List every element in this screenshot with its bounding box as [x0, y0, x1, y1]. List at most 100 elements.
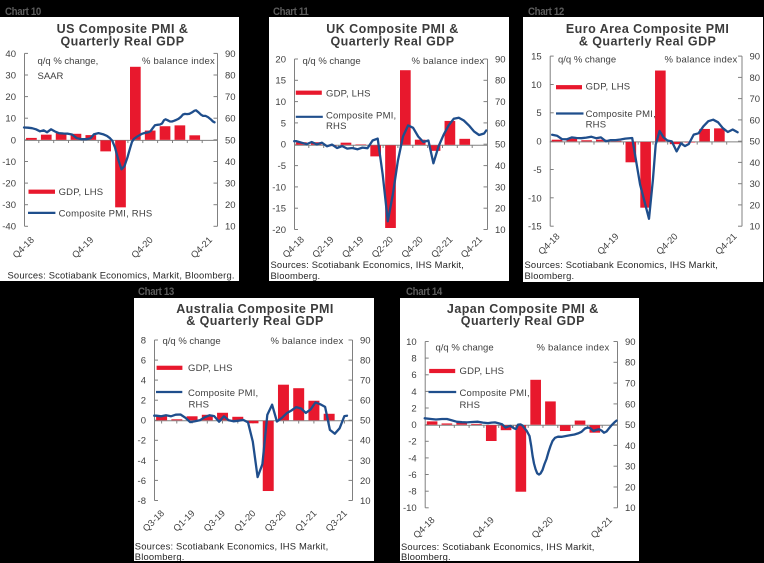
svg-text:0: 0 — [411, 420, 416, 431]
svg-text:80: 80 — [750, 73, 761, 84]
svg-text:Composite PMI,: Composite PMI, — [460, 388, 530, 399]
svg-text:Sources: Scotiabank Economics,: Sources: Scotiabank Economics, Markit, B… — [8, 270, 235, 281]
svg-text:2: 2 — [141, 395, 146, 406]
svg-text:50: 50 — [495, 140, 506, 151]
svg-text:% balance index: % balance index — [142, 56, 215, 67]
svg-text:10: 10 — [5, 114, 16, 125]
svg-text:Q4-19: Q4-19 — [595, 231, 620, 256]
svg-text:30: 30 — [5, 70, 16, 81]
svg-text:UK Composite PMI &: UK Composite PMI & — [326, 22, 458, 36]
svg-text:-30: -30 — [2, 200, 16, 211]
svg-text:Q4-21: Q4-21 — [189, 235, 214, 260]
svg-text:Bloomberg.: Bloomberg. — [135, 550, 185, 561]
svg-text:60: 60 — [360, 395, 371, 406]
svg-text:40: 40 — [360, 435, 371, 446]
svg-text:20: 20 — [225, 200, 236, 211]
svg-text:q/q % change: q/q % change — [436, 342, 494, 353]
svg-text:Q3-18: Q3-18 — [141, 508, 166, 533]
svg-text:Quarterly Real GDP: Quarterly Real GDP — [330, 35, 454, 49]
svg-text:q/q % change,: q/q % change, — [38, 56, 99, 67]
svg-text:Bloomberg.: Bloomberg. — [525, 270, 575, 281]
svg-text:Q2-20: Q2-20 — [369, 234, 394, 259]
svg-text:-8: -8 — [408, 486, 416, 497]
svg-text:Q4-18: Q4-18 — [11, 235, 36, 260]
svg-text:GDP, LHS: GDP, LHS — [326, 88, 371, 99]
svg-text:15: 15 — [275, 76, 286, 87]
svg-text:% balance index: % balance index — [536, 342, 609, 353]
svg-text:-6: -6 — [138, 475, 146, 486]
svg-text:Composite PMI,: Composite PMI, — [586, 109, 656, 120]
svg-text:GDP, LHS: GDP, LHS — [460, 366, 505, 377]
svg-text:Bloomberg.: Bloomberg. — [401, 551, 451, 561]
svg-text:Q4-18: Q4-18 — [280, 234, 305, 259]
svg-text:0: 0 — [11, 135, 16, 146]
svg-text:10: 10 — [750, 222, 761, 233]
svg-text:50: 50 — [360, 415, 371, 426]
svg-text:Quarterly Real GDP: Quarterly Real GDP — [60, 35, 184, 49]
svg-text:RHS: RHS — [460, 399, 481, 410]
svg-text:-6: -6 — [408, 469, 416, 480]
svg-text:0: 0 — [280, 140, 285, 151]
svg-text:40: 40 — [625, 440, 636, 451]
svg-text:-20: -20 — [2, 178, 16, 189]
svg-text:Sources: Scotiabank Economics,: Sources: Scotiabank Economics, IHS Marki… — [525, 259, 719, 270]
svg-text:Sources: Scotiabank Economics,: Sources: Scotiabank Economics, IHS Marki… — [270, 259, 464, 270]
svg-text:-2: -2 — [408, 436, 416, 447]
svg-text:Q2-19: Q2-19 — [310, 234, 335, 259]
svg-text:Japan Composite PMI &: Japan Composite PMI & — [447, 301, 599, 315]
svg-text:60: 60 — [225, 114, 236, 125]
svg-text:SAAR: SAAR — [38, 71, 64, 82]
svg-text:2: 2 — [411, 403, 416, 414]
svg-text:Composite PMI, RHS: Composite PMI, RHS — [59, 208, 153, 219]
svg-text:Q4-20: Q4-20 — [129, 235, 154, 260]
svg-text:-15: -15 — [528, 222, 542, 233]
svg-text:30: 30 — [750, 179, 761, 190]
svg-text:10: 10 — [625, 503, 636, 514]
svg-text:6: 6 — [411, 370, 416, 381]
svg-text:40: 40 — [5, 49, 16, 60]
svg-text:0: 0 — [536, 137, 541, 148]
svg-text:8: 8 — [411, 353, 416, 364]
svg-text:Australia Composite PMI: Australia Composite PMI — [176, 301, 334, 315]
svg-text:10: 10 — [495, 225, 506, 236]
svg-text:30: 30 — [360, 455, 371, 466]
svg-text:q/q % change: q/q % change — [558, 55, 616, 66]
svg-text:40: 40 — [750, 158, 761, 169]
svg-text:% balance index: % balance index — [664, 55, 737, 66]
svg-text:Q4-19: Q4-19 — [340, 234, 365, 259]
svg-text:-2: -2 — [138, 435, 146, 446]
svg-text:GDP, LHS: GDP, LHS — [59, 187, 104, 198]
svg-text:50: 50 — [750, 137, 761, 148]
svg-text:Quarterly Real GDP: Quarterly Real GDP — [461, 313, 585, 327]
svg-text:% balance index: % balance index — [270, 336, 343, 347]
svg-text:Q3-20: Q3-20 — [263, 508, 288, 533]
svg-text:Q4-20: Q4-20 — [399, 234, 424, 259]
svg-text:-5: -5 — [533, 165, 541, 176]
svg-text:Sources: Scotiabank Economics,: Sources: Scotiabank Economics, IHS Marki… — [135, 540, 329, 551]
svg-text:60: 60 — [750, 115, 761, 126]
svg-text:Q4-20: Q4-20 — [530, 514, 555, 539]
svg-text:30: 30 — [225, 178, 236, 189]
svg-text:-4: -4 — [408, 453, 416, 464]
svg-text:90: 90 — [360, 335, 371, 346]
svg-text:6: 6 — [141, 355, 146, 366]
svg-text:Q3-21: Q3-21 — [324, 508, 349, 533]
svg-text:-10: -10 — [403, 503, 417, 514]
svg-text:60: 60 — [625, 399, 636, 410]
svg-text:Q4-20: Q4-20 — [654, 231, 679, 256]
svg-text:20: 20 — [360, 475, 371, 486]
svg-text:5: 5 — [280, 118, 285, 129]
svg-text:4: 4 — [141, 375, 146, 386]
svg-text:70: 70 — [750, 94, 761, 105]
svg-text:-4: -4 — [138, 455, 146, 466]
svg-text:RHS: RHS — [326, 121, 347, 132]
svg-text:80: 80 — [625, 357, 636, 368]
svg-text:90: 90 — [625, 336, 636, 347]
svg-text:Q4-19: Q4-19 — [70, 235, 95, 260]
svg-text:-5: -5 — [277, 161, 285, 172]
svg-text:70: 70 — [360, 375, 371, 386]
svg-text:Q4-21: Q4-21 — [458, 234, 483, 259]
svg-text:& Quarterly Real GDP: & Quarterly Real GDP — [186, 313, 324, 327]
svg-text:10: 10 — [225, 222, 236, 233]
svg-text:20: 20 — [275, 54, 286, 65]
